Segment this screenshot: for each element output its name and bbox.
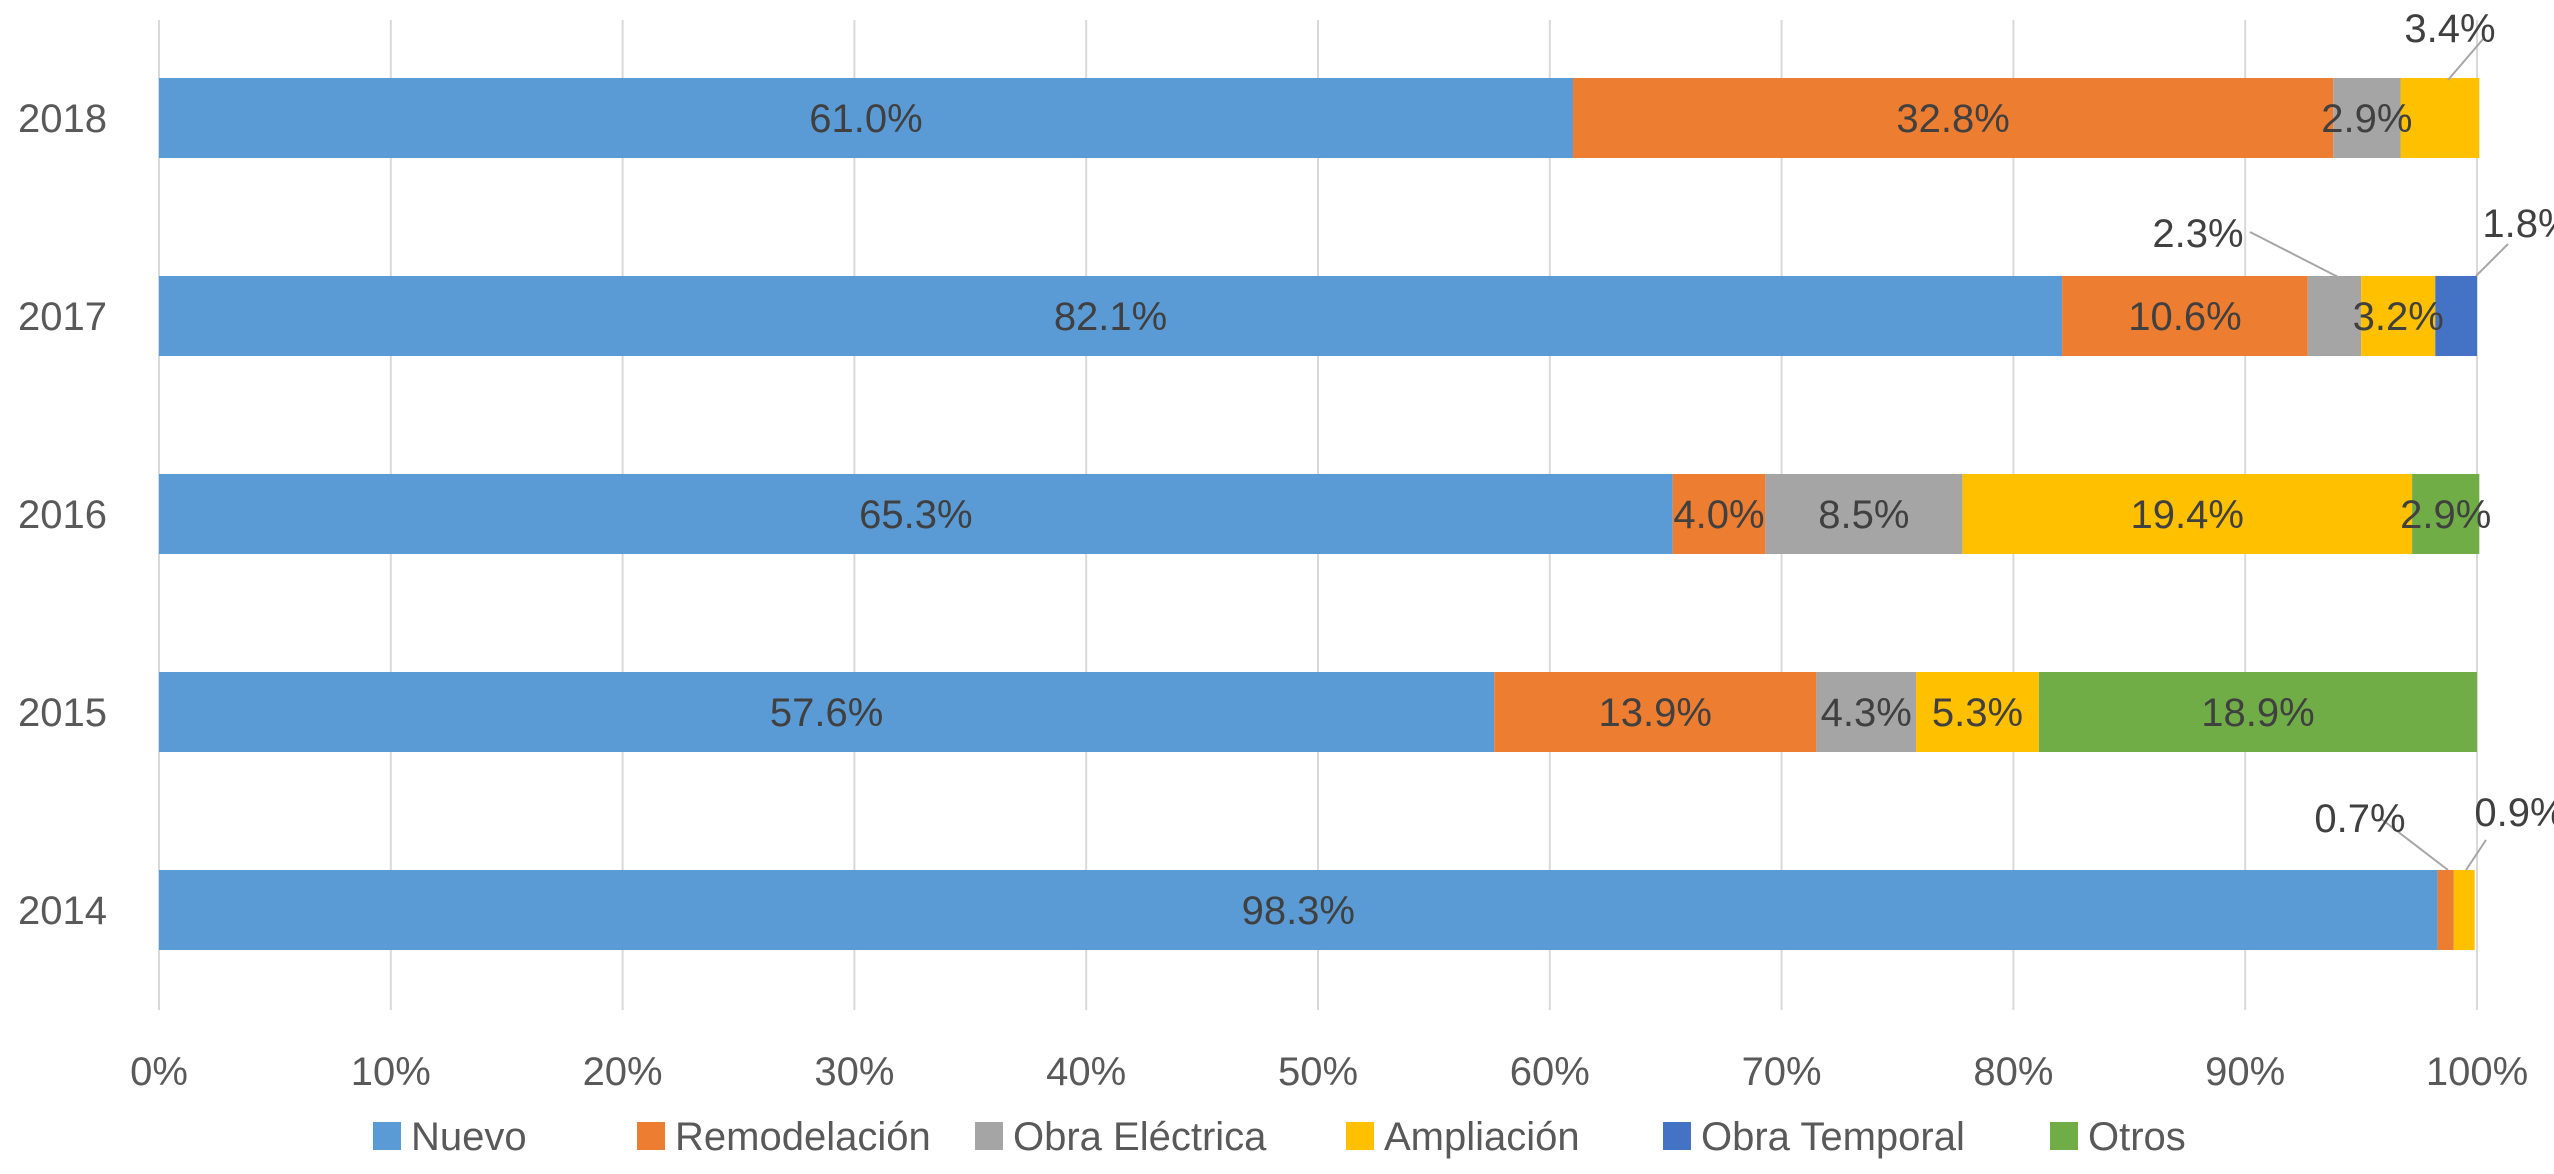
data-label: 8.5% xyxy=(1818,493,1909,537)
bar-segment xyxy=(1672,474,1766,554)
bar-segment xyxy=(1765,474,1963,554)
legend-label: Ampliación xyxy=(1384,1115,1580,1159)
data-label: 3.4% xyxy=(2404,7,2495,51)
data-label: 32.8% xyxy=(1896,97,2009,141)
bar-segment xyxy=(2361,276,2436,356)
data-label: 61.0% xyxy=(809,97,922,141)
data-label: 10.6% xyxy=(2128,295,2241,339)
bar-segment xyxy=(159,78,1573,158)
x-tick-label: 0% xyxy=(130,1050,188,1094)
x-tick-label: 70% xyxy=(1742,1050,1822,1094)
data-label: 19.4% xyxy=(2131,493,2244,537)
legend-label: Otros xyxy=(2088,1115,2186,1159)
y-axis: 2018 2017 2016 2015 2014 xyxy=(18,97,107,933)
data-label: 4.3% xyxy=(1821,691,1912,735)
leader-line xyxy=(2475,243,2509,277)
data-label: 13.9% xyxy=(1599,691,1712,735)
y-tick-label: 2018 xyxy=(18,97,107,141)
bar-segments xyxy=(159,78,2480,950)
data-label: 2.9% xyxy=(2321,97,2412,141)
legend-label: Remodelación xyxy=(675,1115,931,1159)
x-tick-label: 20% xyxy=(583,1050,663,1094)
y-tick-label: 2017 xyxy=(18,295,107,339)
data-label: 4.0% xyxy=(1673,493,1764,537)
legend-swatch xyxy=(373,1122,401,1150)
x-tick-label: 80% xyxy=(1973,1050,2053,1094)
bar-segment xyxy=(2307,276,2362,356)
x-tick-label: 10% xyxy=(351,1050,431,1094)
data-label: 65.3% xyxy=(859,493,972,537)
legend-swatch xyxy=(2050,1122,2078,1150)
legend-swatch xyxy=(637,1122,665,1150)
data-label: 98.3% xyxy=(1242,889,1355,933)
data-label: 0.7% xyxy=(2314,797,2405,841)
bar-segment xyxy=(159,870,2438,950)
data-label: 5.3% xyxy=(1932,691,2023,735)
bar-segment xyxy=(159,474,1673,554)
bar-segment xyxy=(1572,78,2334,158)
bar-segment xyxy=(2435,276,2477,356)
bar-segment xyxy=(159,276,2063,356)
data-label: 3.2% xyxy=(2353,295,2444,339)
bar-segment xyxy=(2453,870,2475,950)
x-tick-label: 60% xyxy=(1510,1050,1590,1094)
x-tick-label: 50% xyxy=(1278,1050,1358,1094)
x-tick-label: 100% xyxy=(2426,1050,2528,1094)
leader-line xyxy=(2465,839,2487,871)
legend-swatch xyxy=(1663,1122,1691,1150)
x-tick-label: 40% xyxy=(1046,1050,1126,1094)
legend-label: Nuevo xyxy=(411,1115,527,1159)
data-label: 0.9% xyxy=(2474,791,2554,835)
data-label: 18.9% xyxy=(2201,691,2314,735)
bar-segment xyxy=(2038,672,2477,752)
legend: Nuevo Remodelación Obra Eléctrica Ampliació… xyxy=(373,1115,2186,1159)
data-label: 57.6% xyxy=(770,691,883,735)
bar-segment xyxy=(2400,78,2480,158)
x-tick-label: 90% xyxy=(2205,1050,2285,1094)
data-label: 2.3% xyxy=(2152,212,2243,256)
data-label: 2.9% xyxy=(2400,493,2491,537)
bar-segment xyxy=(1494,672,1817,752)
leader-line xyxy=(2249,231,2341,279)
y-tick-label: 2016 xyxy=(18,493,107,537)
x-tick-label: 30% xyxy=(814,1050,894,1094)
data-label: 1.8% xyxy=(2482,202,2554,246)
bar-segment xyxy=(2062,276,2308,356)
data-label: 82.1% xyxy=(1054,295,1167,339)
legend-label: Obra Temporal xyxy=(1701,1115,1965,1159)
legend-label: Obra Eléctrica xyxy=(1013,1115,1267,1159)
bar-segment xyxy=(2333,78,2401,158)
legend-swatch xyxy=(975,1122,1003,1150)
leader-line xyxy=(2447,37,2485,81)
x-axis: 0% 10% 20% 30% 40% 50% 60% 70% 80% 90% 100% xyxy=(130,1050,2528,1094)
bar-segment xyxy=(2437,870,2454,950)
bar-segment xyxy=(159,672,1495,752)
y-tick-label: 2015 xyxy=(18,691,107,735)
y-tick-label: 2014 xyxy=(18,889,107,933)
leader-line xyxy=(2379,817,2449,871)
bar-segment xyxy=(2412,474,2480,554)
bar-segment xyxy=(1962,474,2413,554)
data-labels: 61.0% 32.8% 2.9% 3.4% 82.1% 10.6% 2.3% 3.2% 1.8%… xyxy=(770,7,2554,933)
legend-swatch xyxy=(1346,1122,1374,1150)
bar-segment xyxy=(1816,672,1917,752)
bar-segment xyxy=(1916,672,2039,752)
